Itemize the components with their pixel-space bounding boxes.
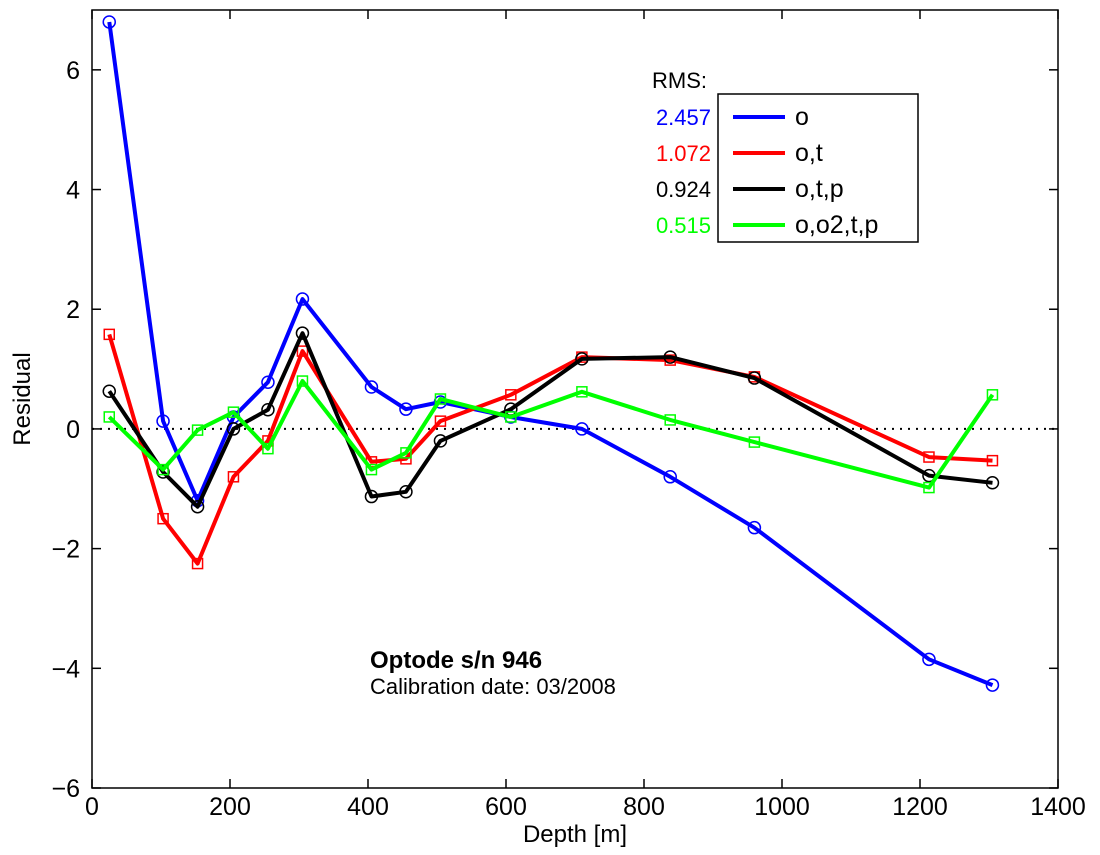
series-1-point (434, 415, 447, 427)
rms-value-3: 0.515 (656, 213, 711, 238)
legend: o o,t o,t,p o,o2,t,p (717, 93, 919, 243)
series-3-point (576, 386, 588, 398)
y-tick-label: 2 (66, 296, 80, 324)
rms-value-1: 1.072 (656, 141, 711, 166)
y-tick-label: −4 (51, 655, 80, 683)
annotation-subtitle: Calibration date: 03/2008 (370, 674, 616, 699)
series-0-point (575, 422, 589, 436)
data-layer (92, 15, 1058, 692)
series-2-point (102, 384, 116, 398)
series-line-3 (107, 379, 995, 490)
rms-value-2: 0.924 (656, 177, 711, 202)
series-1-point (227, 471, 240, 483)
series-2-point (295, 326, 310, 340)
series-0-point (261, 375, 275, 389)
series-3-point (227, 406, 240, 418)
rms-block: RMS: 2.457 1.072 0.924 0.515 (652, 68, 711, 238)
series-3-point (748, 436, 761, 448)
series-0-point (663, 470, 677, 484)
series-line-2 (107, 331, 993, 509)
series-2-point (747, 371, 762, 385)
x-tick-label: 0 (85, 793, 99, 821)
series-2-point (985, 476, 1000, 490)
legend-label-1: o,t (795, 139, 823, 167)
series-2-point (575, 352, 589, 366)
series-0-point (364, 380, 379, 394)
series-3-point (103, 411, 115, 423)
series-0-point (295, 292, 310, 306)
series-1-point (103, 328, 115, 341)
y-tick-label: 6 (66, 57, 80, 85)
series-1-point (296, 345, 309, 357)
series-3-point (923, 481, 935, 494)
series-3-point (191, 424, 204, 436)
series-2-point (226, 422, 241, 436)
series-0-point (102, 15, 116, 29)
legend-label-0: o (795, 103, 809, 131)
x-tick-label: 1200 (892, 793, 948, 821)
series-1-point (505, 389, 517, 401)
series-0-point (922, 652, 936, 667)
series-0-point (156, 414, 170, 428)
series-2-point (261, 403, 275, 417)
series-1-point (923, 451, 935, 463)
series-3-point (434, 393, 447, 405)
legend-label-3: o,o2,t,p (795, 211, 878, 239)
legend-label-2: o,t,p (795, 175, 844, 203)
series-3-point (986, 389, 999, 401)
series-2-point (156, 465, 170, 479)
y-tick-label: −2 (51, 536, 80, 564)
x-tick-label: 800 (623, 793, 665, 821)
series-3-point (400, 447, 412, 459)
y-tick-label: −6 (51, 775, 80, 803)
x-tick-label: 200 (209, 793, 251, 821)
series-0-point (399, 402, 413, 416)
series-1-point (986, 454, 999, 467)
series-0-point (985, 678, 1000, 692)
series-3-point (262, 442, 274, 455)
series-3-point (157, 463, 169, 476)
x-axis-label: Depth [m] (523, 821, 627, 848)
annotation: Optode s/n 946 Calibration date: 03/2008 (370, 647, 616, 699)
series-2-point (190, 499, 205, 514)
series-1-point (191, 557, 204, 570)
series-2-point (663, 350, 677, 364)
rms-value-0: 2.457 (656, 105, 711, 130)
axis-ticks: 0 200 400 600 800 1000 1200 1400 −6 −4 −2 0 2 4 6 (51, 10, 1086, 821)
x-tick-label: 400 (347, 793, 389, 821)
x-tick-label: 1400 (1030, 793, 1086, 821)
series-2-point (364, 489, 379, 504)
series-2-point (399, 485, 413, 499)
series-3-point (296, 375, 309, 387)
series-line-1 (107, 333, 993, 566)
x-tick-label: 1000 (754, 793, 810, 821)
series-3-point (365, 463, 378, 476)
rms-heading: RMS: (652, 68, 707, 93)
series-line-0 (107, 21, 994, 687)
series-1-point (157, 512, 169, 525)
series-3-point (505, 411, 517, 423)
annotation-title: Optode s/n 946 (370, 647, 542, 674)
y-tick-label: 4 (66, 177, 80, 205)
y-axis-label: Residual (9, 352, 36, 445)
y-tick-label: 0 (66, 416, 80, 444)
series-0-point (747, 520, 762, 535)
series-2-point (433, 434, 448, 448)
x-tick-label: 600 (485, 793, 527, 821)
series-3-point (664, 414, 676, 426)
plot-frame (91, 9, 1059, 789)
